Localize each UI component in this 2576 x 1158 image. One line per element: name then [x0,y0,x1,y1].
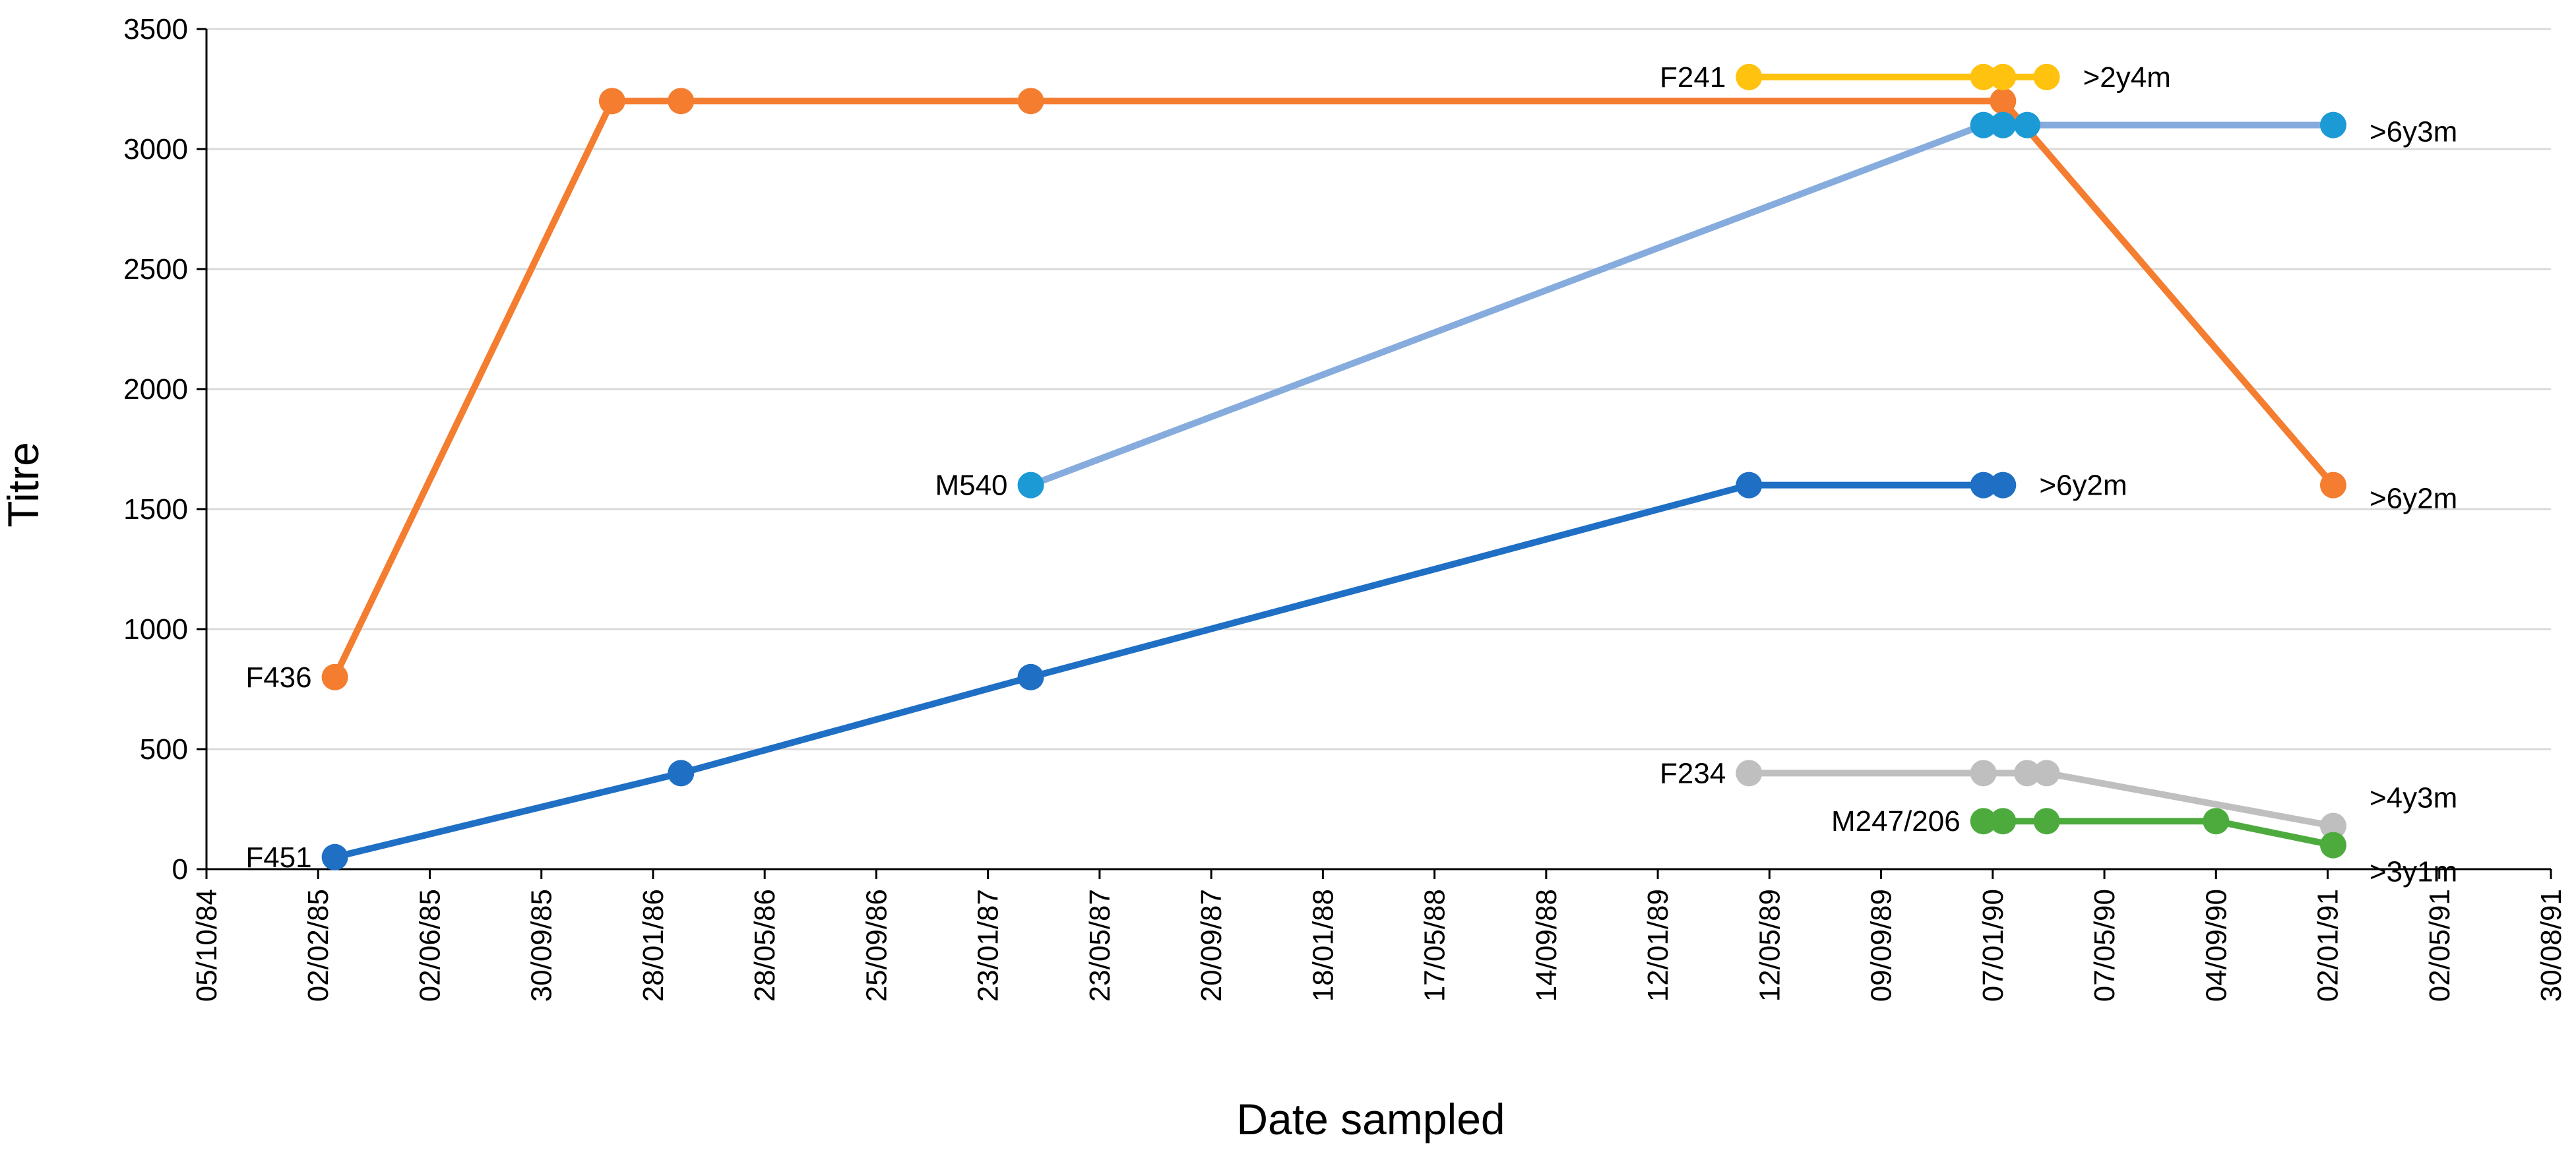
gridlines [206,28,2551,750]
x-tick-label: 12/05/89 [1753,889,1786,1002]
data-point [1990,63,2017,90]
data-point [1970,760,1997,787]
data-point [1736,760,1763,787]
x-tick-label: 23/05/87 [1084,889,1116,1002]
data-point [1990,472,2017,499]
data-point [2319,111,2346,138]
data-point [1970,808,1997,835]
y-tick-label: 0 [172,853,188,886]
x-tick-label: 07/01/90 [1977,889,2009,1002]
x-tick-label: 02/06/85 [414,889,446,1002]
series-name-label: F234 [1660,757,1726,789]
y-tick-label: 500 [140,733,188,766]
x-tick-label: 23/01/87 [972,889,1005,1002]
series-labels: F436 >6y2m F451 >6y2m M540 >6y3m F241 >2y4m F234… [245,61,2457,888]
y-axis-title: Titre [0,442,47,528]
data-point [598,88,625,115]
series-name-label: F436 [245,661,311,694]
x-tick-label: 20/09/87 [1195,889,1228,1002]
data-point [668,88,695,115]
data-point [1970,111,1997,138]
x-tick-label: 04/09/90 [2200,889,2232,1002]
x-tick-label: 12/01/89 [1642,889,1674,1002]
series-end-label: >2y4m [2083,61,2171,94]
series-name-label: F451 [245,841,311,874]
series-end-label: >6y2m [2039,470,2127,502]
data-point [2013,760,2040,787]
data-point [1736,63,1763,90]
data-point [1990,88,2017,115]
y-tick-label: 2000 [123,373,188,406]
data-point [2033,808,2060,835]
series-end-label: >4y3m [2370,781,2457,814]
data-point [1736,472,1763,499]
series-name-label: M247/206 [1831,805,1961,838]
y-tick-label: 1500 [123,493,188,526]
x-axis-title: Date sampled [1236,1095,1505,1143]
x-tick-label: 02/05/91 [2424,889,2456,1002]
series-end-label: >6y2m [2370,483,2457,515]
data-point [2319,472,2346,499]
data-point [1017,472,1044,499]
data-point [321,663,348,690]
x-tick-label: 25/09/86 [860,889,893,1002]
series-end-label: >3y1m [2370,856,2457,888]
data-point [1990,808,2017,835]
data-point [1970,472,1997,499]
series-line-m540 [1027,121,2337,489]
x-tick-label: 14/09/88 [1530,889,1563,1002]
y-tick-label: 2500 [123,253,188,286]
series-line-f436 [331,98,2337,681]
data-point [668,760,695,787]
x-tick-label: 17/05/88 [1419,889,1451,1002]
x-tick-label: 28/01/86 [637,889,670,1002]
series-line-f451 [331,481,2007,861]
data-point [1017,663,1044,690]
axes: 0 500 1000 1500 2000 2500 3000 3500 05/10/84 02/0… [123,13,2567,1002]
x-tick-label: 02/02/85 [302,889,334,1002]
y-tick-label: 1000 [123,613,188,646]
series-name-label: M540 [935,470,1007,502]
data-point [2013,111,2040,138]
data-point [1017,88,1044,115]
data-point [2203,808,2230,835]
x-tick-label: 30/08/91 [2535,889,2567,1002]
x-tick-label: 28/05/86 [749,889,781,1002]
data-point [1990,111,2017,138]
x-tick-label: 07/05/90 [2089,889,2121,1002]
series-end-label: >6y3m [2370,116,2457,148]
x-tick-label: 09/09/89 [1866,889,1898,1002]
data-point [321,843,348,870]
series-name-label: F241 [1660,61,1726,94]
y-tick-label: 3500 [123,13,188,46]
data-point [2319,812,2346,839]
x-tick-label: 18/01/88 [1307,889,1339,1002]
series-lines [321,63,2346,870]
x-tick-label: 05/10/84 [191,889,223,1002]
data-point [2033,760,2060,787]
data-point [2319,832,2346,859]
data-point [2033,63,2060,90]
data-point [1970,63,1997,90]
y-tick-label: 3000 [123,133,188,166]
x-tick-label: 30/09/85 [526,889,558,1002]
x-tick-label: 02/01/91 [2312,889,2344,1002]
